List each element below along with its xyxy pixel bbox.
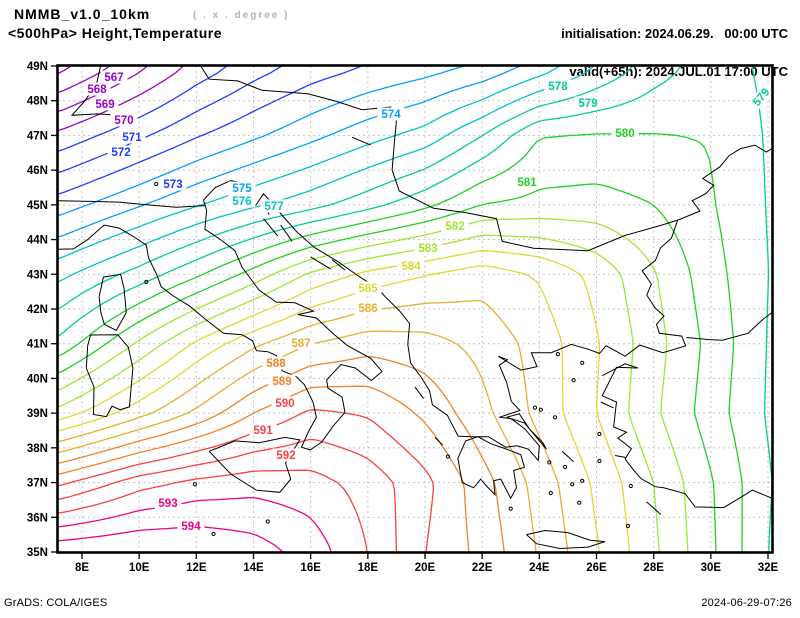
svg-text:570: 570	[114, 115, 133, 127]
axis-labels: 8E 10E 12E 14E 16E 18E 20E 22E 24E 26E 28E 30E 32E 49…	[27, 61, 779, 574]
contour-594	[58, 525, 284, 552]
svg-text:30E: 30E	[701, 562, 722, 574]
svg-text:26E: 26E	[586, 562, 607, 574]
lat-lon-gridlines	[58, 66, 772, 552]
svg-text:14E: 14E	[243, 562, 264, 574]
svg-text:583: 583	[418, 243, 437, 255]
contour-592	[58, 469, 368, 552]
svg-text:24E: 24E	[529, 562, 550, 574]
svg-text:576: 576	[232, 196, 251, 208]
contour-581	[58, 183, 717, 552]
svg-text:568: 568	[87, 84, 107, 96]
contour-575	[58, 66, 521, 238]
axis-ticks	[51, 65, 769, 559]
contour-574	[58, 66, 465, 217]
svg-text:35N: 35N	[27, 547, 48, 559]
svg-text:36N: 36N	[27, 512, 48, 524]
contour-585	[58, 265, 600, 552]
svg-text:42N: 42N	[27, 304, 48, 316]
svg-text:39N: 39N	[27, 408, 48, 420]
svg-text:48N: 48N	[27, 96, 48, 108]
svg-text:40N: 40N	[27, 373, 48, 385]
svg-text:8E: 8E	[75, 562, 89, 574]
svg-text:571: 571	[122, 132, 142, 144]
svg-text:574: 574	[381, 109, 401, 121]
svg-text:47N: 47N	[27, 130, 48, 142]
contour-579	[58, 66, 772, 552]
contour-580	[58, 133, 743, 552]
svg-text:593: 593	[158, 498, 177, 510]
field-title: <500hPa> Height,Temperature	[8, 25, 222, 41]
contour-582	[58, 217, 689, 552]
svg-text:577: 577	[264, 201, 283, 213]
svg-text:569: 569	[95, 99, 114, 111]
svg-text:582: 582	[445, 221, 464, 233]
svg-text:591: 591	[253, 425, 273, 437]
grid-resolution-note: ( . x . degree )	[193, 10, 290, 21]
run-times: initialisation: 2024.06.29. 00:00 UTC va…	[554, 5, 788, 81]
svg-text:12E: 12E	[186, 562, 207, 574]
contour-593	[58, 496, 332, 552]
svg-text:41N: 41N	[27, 339, 48, 351]
contour-583	[58, 234, 660, 552]
contour-567	[58, 66, 72, 74]
svg-text:578: 578	[548, 81, 568, 93]
svg-text:594: 594	[181, 521, 201, 533]
svg-text:32E: 32E	[758, 562, 779, 574]
contour-587	[58, 330, 537, 552]
svg-text:588: 588	[266, 358, 286, 370]
svg-text:585: 585	[358, 283, 378, 295]
svg-text:592: 592	[276, 450, 295, 462]
contour-576	[58, 66, 560, 260]
svg-text:38N: 38N	[27, 443, 48, 455]
contour-590	[58, 409, 434, 552]
height-contour-lines	[58, 66, 772, 552]
valid-time: valid(+65h): 2024.JUL.01 17:00 UTC	[569, 64, 788, 79]
contour-591	[58, 438, 398, 552]
model-title: NMMB_v1.0_10km	[14, 6, 151, 22]
svg-text:20E: 20E	[415, 562, 436, 574]
creation-timestamp: 2024-06-29-07:26	[701, 597, 792, 609]
contour-572	[58, 66, 283, 174]
svg-text:45N: 45N	[27, 200, 48, 212]
svg-text:37N: 37N	[27, 478, 48, 490]
contour-584	[58, 250, 631, 552]
svg-text:589: 589	[272, 376, 291, 388]
svg-text:579: 579	[578, 98, 597, 110]
svg-text:572: 572	[111, 147, 130, 159]
contour-573	[58, 66, 363, 195]
svg-text:43N: 43N	[27, 269, 48, 281]
grads-credit: GrADS: COLA/IGES	[4, 597, 108, 609]
svg-text:18E: 18E	[358, 562, 379, 574]
svg-text:28E: 28E	[643, 562, 664, 574]
map-frame	[56, 64, 774, 554]
svg-text:581: 581	[517, 177, 537, 189]
svg-text:584: 584	[401, 261, 421, 273]
svg-text:46N: 46N	[27, 165, 48, 177]
init-time: initialisation: 2024.06.29. 00:00 UTC	[561, 26, 788, 41]
contour-578	[58, 66, 634, 310]
svg-text:10E: 10E	[129, 562, 150, 574]
svg-text:22E: 22E	[472, 562, 493, 574]
svg-text:587: 587	[291, 338, 310, 350]
svg-text:573: 573	[163, 179, 182, 191]
svg-text:586: 586	[358, 303, 377, 315]
svg-text:44N: 44N	[27, 235, 48, 247]
svg-text:575: 575	[232, 183, 252, 195]
svg-text:16E: 16E	[300, 562, 321, 574]
svg-text:49N: 49N	[27, 61, 48, 73]
svg-text:590: 590	[275, 398, 294, 410]
svg-text:580: 580	[615, 128, 634, 140]
svg-text:567: 567	[104, 72, 123, 84]
